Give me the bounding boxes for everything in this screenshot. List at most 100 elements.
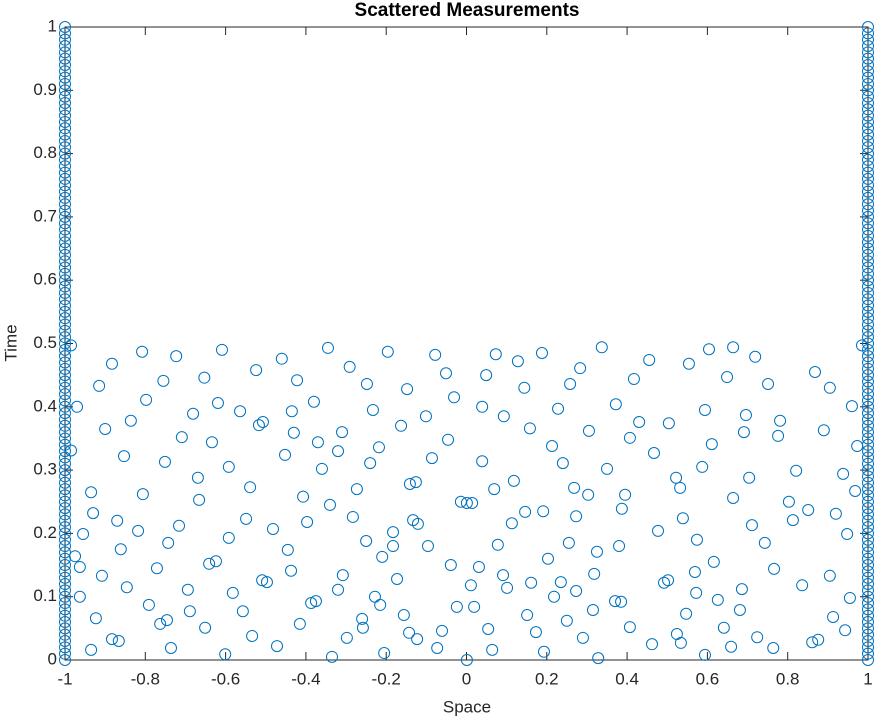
point <box>862 641 874 654</box>
x-tick-label: -0.4 <box>291 669 320 688</box>
point <box>59 533 71 546</box>
point <box>364 457 377 470</box>
point <box>203 557 216 570</box>
point <box>315 462 328 475</box>
point <box>670 471 683 484</box>
point <box>59 153 71 166</box>
point <box>682 357 695 370</box>
point <box>862 622 874 635</box>
point <box>862 128 874 141</box>
point <box>862 540 874 553</box>
point <box>862 122 874 135</box>
chart-title: Scattered Measurements <box>355 0 580 21</box>
point <box>862 160 874 173</box>
point <box>112 635 125 648</box>
point <box>519 505 532 518</box>
point <box>735 583 748 596</box>
point <box>59 261 71 274</box>
point <box>841 528 854 541</box>
point <box>568 481 581 494</box>
point <box>523 422 536 435</box>
y-tick-label: 0.7 <box>33 206 57 225</box>
point <box>862 172 874 185</box>
point <box>862 293 874 306</box>
point <box>862 400 874 413</box>
point <box>537 645 550 658</box>
point <box>387 526 400 539</box>
point <box>862 71 874 84</box>
point <box>862 362 874 375</box>
point <box>623 431 636 444</box>
point <box>862 261 874 274</box>
point <box>211 397 224 410</box>
point <box>855 339 868 352</box>
point <box>173 519 186 532</box>
point <box>59 204 71 217</box>
point <box>862 375 874 388</box>
point <box>829 507 842 520</box>
point <box>862 394 874 407</box>
point <box>270 640 283 653</box>
point <box>862 185 874 198</box>
point <box>570 510 583 523</box>
point <box>862 210 874 223</box>
point <box>431 641 444 654</box>
point <box>645 638 658 651</box>
y-tick-label: 0.5 <box>33 333 57 352</box>
point <box>862 451 874 464</box>
point <box>59 603 71 616</box>
point <box>501 581 514 594</box>
point <box>862 628 874 641</box>
point <box>862 647 874 660</box>
point <box>59 369 71 382</box>
point <box>59 343 71 356</box>
point <box>59 128 71 141</box>
point <box>658 576 671 589</box>
point <box>281 543 294 556</box>
point <box>59 565 71 578</box>
point <box>790 464 803 477</box>
point <box>588 567 601 580</box>
point <box>862 419 874 432</box>
point <box>321 341 334 354</box>
point <box>862 204 874 217</box>
point <box>472 560 485 573</box>
point <box>59 432 71 445</box>
point <box>843 591 856 604</box>
point <box>429 348 442 361</box>
point <box>592 652 605 665</box>
point <box>59 470 71 483</box>
point <box>862 318 874 331</box>
point <box>59 552 71 565</box>
point <box>862 77 874 90</box>
point <box>812 633 825 646</box>
point <box>59 616 71 629</box>
point <box>346 510 359 523</box>
point <box>648 447 661 460</box>
point <box>497 410 510 423</box>
point <box>59 356 71 369</box>
point <box>59 324 71 337</box>
point <box>862 635 874 648</box>
point <box>59 299 71 312</box>
point <box>59 39 71 52</box>
point <box>476 455 489 468</box>
point <box>73 560 86 573</box>
point <box>343 360 356 373</box>
point <box>466 497 479 510</box>
point <box>93 379 106 392</box>
point <box>136 488 149 501</box>
point <box>183 605 196 618</box>
point <box>59 166 71 179</box>
point <box>59 508 71 521</box>
point <box>845 400 858 413</box>
point <box>160 614 173 627</box>
point <box>862 153 874 166</box>
point <box>862 590 874 603</box>
point <box>862 21 874 33</box>
point <box>59 641 71 654</box>
point <box>99 422 112 435</box>
y-axis-label: Time <box>1 324 20 361</box>
point <box>59 286 71 299</box>
